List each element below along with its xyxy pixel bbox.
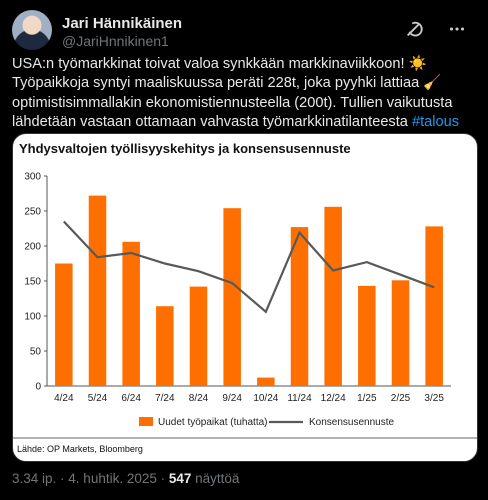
views-count: 547: [168, 471, 192, 486]
y-tick-label: 0: [35, 382, 41, 393]
x-tick-label: 3/25: [424, 393, 444, 404]
tweet-text-part2: Työpaikkoja syntyi maaliskuussa peräti 2…: [12, 75, 424, 92]
bar: [391, 280, 410, 386]
y-tick-label: 150: [24, 277, 41, 288]
x-tick-label: 9/24: [222, 393, 242, 404]
x-tick-label: 12/24: [321, 393, 346, 404]
x-tick-label: 4/24: [54, 393, 74, 404]
tweet-text-part1: USA:n työmarkkinat toivat valoa synkkään…: [12, 56, 409, 72]
views-label: näyttöä: [191, 471, 240, 486]
author-name[interactable]: Jari Hännikäinen: [62, 15, 183, 32]
chart-title: Yhdysvaltojen työllisyyskehitys ja konse…: [19, 141, 351, 156]
y-tick-label: 300: [24, 172, 41, 183]
hashtag-link[interactable]: #talous: [411, 113, 460, 130]
x-tick-label: 8/24: [189, 393, 209, 404]
legend-bar-swatch: [139, 417, 153, 426]
meta-separator: ·: [56, 471, 69, 486]
bar: [257, 377, 275, 386]
bar: [189, 286, 208, 386]
avatar[interactable]: [12, 10, 52, 50]
tweet-text: USA:n työmarkkinat toivat valoa synkkään…: [12, 55, 478, 132]
chart-axes: 0 50 100 150 200 250 300 4/24 5/24 6/24 7/24 8/24 9/…: [24, 172, 451, 404]
more-options-icon[interactable]: [446, 18, 468, 40]
x-tick-label: 1/25: [357, 393, 377, 404]
x-tick-label: 6/24: [121, 393, 141, 404]
x-tick-label: 5/24: [88, 393, 108, 404]
legend-line-label: Konsensusennuste: [309, 417, 395, 428]
legend-bar-label: Uudet työpaikat (tuhatta): [158, 417, 268, 428]
bar: [425, 226, 443, 386]
author-handle[interactable]: @JariHnnikinen1: [62, 33, 169, 49]
sun-emoji-icon: ☀️: [408, 56, 427, 72]
y-tick-label: 50: [30, 347, 42, 358]
y-tick-label: 250: [24, 207, 41, 218]
bar: [290, 227, 309, 386]
chart-bars: [55, 195, 443, 386]
chart-source: Lähde: OP Markets, Bloomberg: [17, 444, 143, 454]
x-tick-label: 2/25: [391, 393, 411, 404]
chart-line: [63, 220, 435, 314]
chart-svg: Yhdysvaltojen työllisyyskehitys ja konse…: [13, 141, 477, 454]
y-tick-label: 100: [24, 312, 41, 323]
y-tick-label: 200: [24, 242, 41, 253]
bar: [88, 195, 107, 386]
chart-image[interactable]: Yhdysvaltojen työllisyyskehitys ja konse…: [12, 133, 478, 462]
x-tick-label: 10/24: [253, 393, 278, 404]
x-tick-label: 7/24: [155, 393, 175, 404]
bar: [55, 263, 73, 386]
consensus-line: [63, 220, 435, 314]
bar: [358, 285, 376, 386]
bar: [156, 306, 174, 386]
chart-legend: Uudet työpaikat (tuhatta) Konsensusennust…: [139, 417, 395, 428]
grok-icon[interactable]: [404, 18, 426, 40]
bar: [122, 241, 140, 386]
tweet-date[interactable]: 4. huhtik. 2025: [68, 471, 157, 486]
tweet-meta: 3.34 ip. · 4. huhtik. 2025 · 547 näyttöä: [12, 471, 239, 486]
bar: [324, 206, 342, 386]
tweet-text-part3: optimistisimmallakin ekonomistiennusteel…: [12, 94, 453, 130]
x-tick-label: 11/24: [287, 393, 312, 404]
tweet-time[interactable]: 3.34 ip.: [12, 471, 57, 486]
bar: [223, 208, 241, 386]
broom-emoji-icon: 🧹: [423, 75, 442, 92]
meta-separator-2: ·: [156, 471, 169, 486]
